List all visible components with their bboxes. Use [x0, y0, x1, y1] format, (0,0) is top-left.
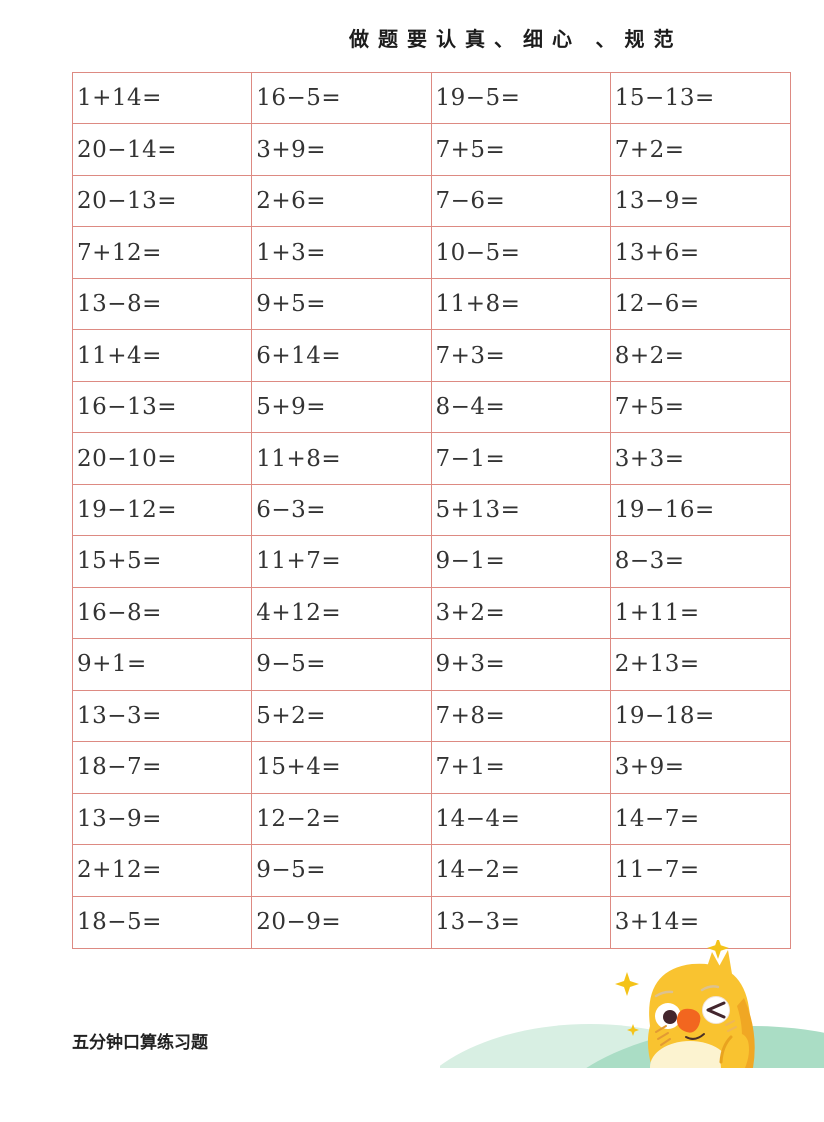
equation-cell: 11+8= [431, 278, 611, 331]
equation-cell: 13+6= [610, 227, 790, 279]
equation-cell: 11−7= [610, 845, 790, 897]
equation-cell: 20−14= [73, 124, 253, 176]
equation-cell: 16−8= [73, 587, 253, 640]
equation-cell: 7+1= [431, 742, 611, 794]
sparkle-icon [615, 940, 729, 1036]
equation-cell: 7−6= [431, 175, 611, 228]
equation-cell: 7+12= [73, 227, 253, 279]
equation-cell: 8−3= [610, 536, 790, 588]
equation-cell: 20−13= [73, 175, 253, 228]
equation-cell: 11+7= [252, 536, 432, 588]
equation-cell: 1+3= [252, 227, 432, 279]
equation-cell: 1+11= [610, 588, 790, 640]
equation-cell: 7+8= [431, 690, 611, 743]
equation-cell: 19−12= [73, 484, 253, 537]
equation-cell: 12−2= [252, 793, 432, 846]
equation-cell: 14−2= [431, 845, 611, 897]
equation-cell: 9+3= [431, 639, 611, 691]
equation-cell: 4+12= [252, 587, 432, 640]
equation-cell: 5+13= [431, 484, 611, 537]
equation-cell: 14−4= [431, 793, 611, 846]
equation-cell: 15+5= [73, 536, 253, 588]
equation-cell: 12−6= [610, 279, 790, 331]
equation-table: 1+14= 16−5= 19−5= 15−13= 20−14= 3+9= 7+5… [72, 72, 791, 949]
worksheet-title: 五分钟口算练习题 [72, 1033, 208, 1052]
equation-cell: 19−16= [610, 485, 790, 537]
equation-cell: 6−3= [252, 484, 432, 537]
equation-cell: 9+1= [73, 639, 253, 691]
equation-cell: 7+5= [610, 382, 790, 434]
equation-cell: 7+2= [610, 124, 790, 176]
page-motto: 做题要认真、细心 、规范 [349, 29, 683, 51]
equation-cell: 9+5= [252, 278, 432, 331]
chick-body [647, 950, 755, 1068]
equation-cell: 5+9= [252, 381, 432, 434]
equation-cell: 13−3= [73, 690, 253, 743]
equation-cell: 18−7= [73, 742, 253, 794]
equation-cell: 3+14= [614, 909, 700, 936]
equation-cell: 9−5= [252, 639, 432, 691]
equation-cell: 11+4= [73, 330, 253, 382]
equation-cell: 20−10= [73, 433, 253, 485]
equation-cell: 14−7= [610, 794, 790, 846]
equation-cell: 8−4= [431, 381, 611, 434]
equation-cell: 3+2= [431, 587, 611, 640]
equation-cell: 13−3= [432, 896, 611, 948]
equation-cell: 7+5= [431, 124, 611, 176]
equation-cell: 13−9= [610, 176, 790, 228]
equation-cell: 13−9= [73, 793, 253, 846]
equation-cell: 10−5= [431, 227, 611, 279]
equation-cell: 3+9= [252, 124, 432, 176]
equation-cell: 8+2= [610, 330, 790, 382]
equation-cell: 11+8= [252, 433, 432, 485]
equation-cell: 6+14= [252, 330, 432, 382]
winking-chick-mascot-illustration [440, 940, 824, 1068]
equation-cell: 7+3= [431, 330, 611, 382]
equation-cell: 13−8= [73, 278, 253, 331]
equation-cell: 15−13= [610, 73, 790, 125]
equation-cell: 15+4= [252, 742, 432, 794]
equation-cell: 16−13= [73, 381, 253, 434]
equation-cell: 19−18= [610, 691, 790, 743]
equation-cell: 3+3= [610, 433, 790, 485]
equation-cell: 2+6= [252, 175, 432, 228]
equation-cell: 5+2= [252, 690, 432, 743]
equation-cell: 20−9= [252, 896, 432, 948]
equation-cell: 16−5= [252, 73, 432, 125]
equation-cell: 3+9= [610, 742, 790, 794]
equation-cell: 18−5= [73, 896, 253, 948]
equation-cell: 19−5= [431, 73, 611, 125]
equation-cell: 9−1= [431, 536, 611, 588]
equation-cell: 1+14= [73, 73, 253, 125]
equation-cell: 2+13= [610, 639, 790, 691]
equation-cell: 7−1= [431, 433, 611, 485]
equation-cell: 9−5= [252, 845, 432, 897]
equation-cell: 2+12= [73, 845, 253, 897]
